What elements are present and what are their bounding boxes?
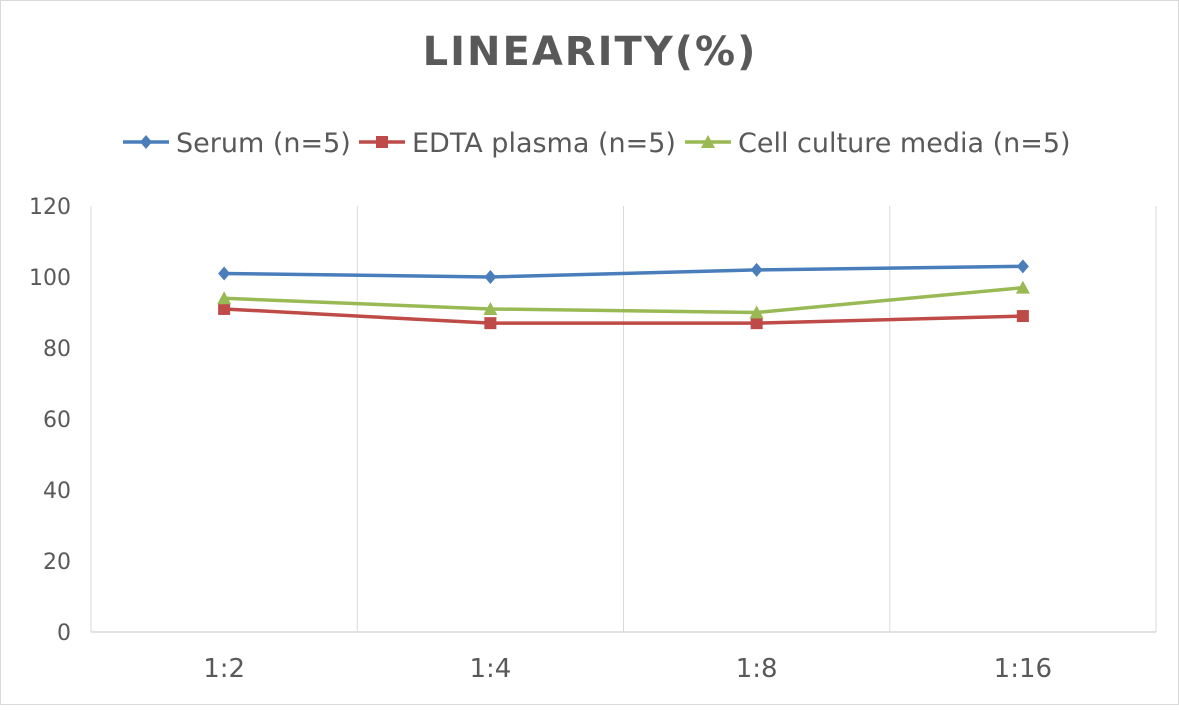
y-tick-label: 20 (43, 550, 71, 575)
legend-item: Cell culture media (n=5) (685, 128, 1071, 159)
x-tick-label: 1:16 (994, 654, 1052, 684)
marker-diamond (484, 270, 497, 284)
y-tick-label: 120 (29, 195, 71, 220)
y-tick-label: 60 (43, 408, 71, 433)
marker-triangle (217, 291, 232, 305)
x-tick-label: 1:4 (469, 654, 511, 684)
series-line (224, 285, 1024, 315)
marker-square (1016, 310, 1029, 323)
y-tick-label: 40 (43, 479, 71, 504)
legend-item: EDTA plasma (n=5) (359, 128, 676, 159)
chart-title: LINEARITY(%) (423, 29, 758, 75)
series-1 (218, 302, 1029, 330)
series-line (224, 264, 1023, 279)
marker-square (218, 302, 231, 315)
marker-diamond (1016, 259, 1029, 274)
marker-square (750, 317, 763, 330)
y-tick-label: 100 (29, 266, 71, 291)
series-2 (217, 280, 1030, 319)
marker-square (484, 317, 497, 330)
legend-label: EDTA plasma (n=5) (412, 128, 676, 159)
marker-triangle (749, 305, 764, 319)
legend: Serum (n=5) EDTA plasma (n=5) Cell culture… (123, 128, 1071, 159)
legend-label: Serum (n=5) (176, 128, 351, 159)
y-tick-label: 80 (43, 337, 71, 362)
marker-triangle (1015, 280, 1030, 294)
marker-diamond (750, 262, 763, 277)
y-tick-label: 0 (57, 621, 71, 646)
marker-triangle (701, 135, 715, 148)
legend-item: Serum (n=5) (123, 128, 351, 159)
marker-diamond (140, 135, 152, 149)
series-line (224, 307, 1023, 325)
x-tick-label: 1:2 (203, 654, 245, 684)
legend-label: Cell culture media (n=5) (738, 128, 1071, 159)
series-0 (218, 259, 1029, 284)
x-tick-label: 1:8 (736, 654, 778, 684)
marker-diamond (218, 266, 231, 281)
marker-square (376, 136, 388, 148)
marker-triangle (483, 301, 498, 315)
